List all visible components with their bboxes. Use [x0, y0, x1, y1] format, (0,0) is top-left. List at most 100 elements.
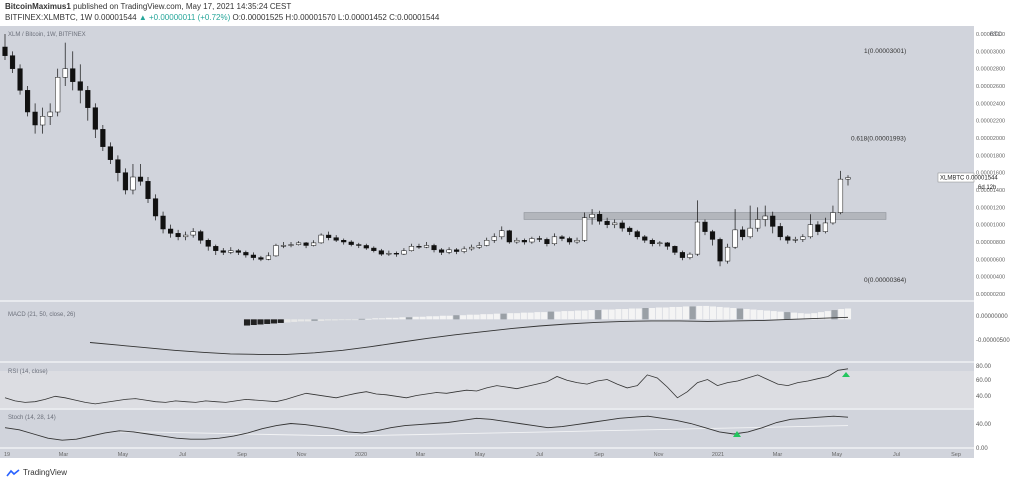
price-tick-label: 0.00001000 [976, 223, 1005, 229]
price-axis-background [974, 26, 1024, 458]
candle-body [551, 236, 558, 244]
macd-histogram-bar [453, 315, 460, 320]
candle-body [348, 241, 354, 245]
candle-body [386, 253, 392, 255]
candle-body [822, 222, 829, 232]
candle-body [634, 231, 640, 238]
macd-histogram-bar [736, 308, 743, 320]
tradingview-logo-icon [6, 469, 20, 477]
footer: TradingView [0, 458, 1024, 486]
candlestick-series [2, 34, 851, 267]
rsi-line [4, 368, 849, 405]
price-tick-label: 0.00000400 [976, 275, 1005, 281]
macd-histogram-bar [777, 311, 784, 320]
candle-body [333, 237, 339, 241]
fib-level-1-label: 1(0.00003001) [864, 48, 906, 55]
candle-body [2, 46, 8, 56]
candle-body [122, 172, 129, 191]
macd-histogram-bar [608, 309, 615, 320]
symbol-line: BITFINEX:XLMBTC, 1W 0.00001544 ▲ +0.0000… [5, 13, 439, 22]
macd-histogram-bar [682, 306, 689, 320]
author-name[interactable]: BitcoinMaximus1 [5, 2, 71, 11]
candle-body [288, 244, 294, 246]
candle-body [619, 222, 625, 229]
macd-label: MACD (21, 50, close, 26) [8, 312, 75, 318]
price-tick-label: 0.00002200 [976, 119, 1005, 125]
time-tick-label: 2020 [355, 452, 367, 458]
macd-histogram-bar [297, 319, 305, 322]
candle-body [514, 240, 520, 243]
candle-body [17, 68, 23, 91]
macd-histogram-bar [304, 319, 311, 322]
candle-body [559, 236, 565, 239]
candle-body [341, 240, 347, 243]
candle-body [273, 245, 279, 257]
candle-body [55, 77, 61, 113]
candle-body [62, 68, 68, 78]
macd-histogram-bar [642, 308, 649, 320]
candle-body [642, 236, 648, 241]
candle-body [476, 245, 482, 248]
chart-header: BitcoinMaximus1 published on TradingView… [0, 0, 1024, 26]
symbol-info: BITFINEX:XLMBTC, 1W [5, 13, 93, 22]
macd-histogram-bar [696, 305, 703, 320]
candle-body [371, 247, 377, 251]
candle-body [265, 255, 272, 260]
candle-body [732, 229, 738, 248]
candle-body [762, 215, 768, 220]
candle-body [521, 240, 527, 243]
candle-body [679, 252, 685, 258]
candle-body [107, 146, 113, 160]
candle-body [213, 246, 219, 251]
candle-body [491, 236, 497, 241]
macd-histogram-bar [379, 318, 386, 320]
macd-histogram-bar [439, 315, 446, 320]
macd-histogram-bar [811, 313, 818, 320]
chart-svg[interactable]: XLM / Bitcoin, 1W, BITFINEX BTC 1(0.0000… [0, 26, 1024, 458]
candle-body [469, 246, 475, 250]
candle-body [401, 250, 407, 255]
candle-body [702, 221, 708, 232]
candle-body [807, 224, 813, 238]
candle-body [694, 221, 701, 255]
macd-histogram-bar [480, 314, 487, 320]
macd-histogram-bar [473, 314, 480, 320]
macd-histogram-bar [790, 312, 798, 320]
candle-body [326, 234, 332, 238]
time-tick-label: May [832, 452, 843, 458]
candle-body [755, 219, 761, 229]
tradingview-logo[interactable]: TradingView [6, 468, 67, 477]
candle-body [845, 177, 851, 180]
macd-histogram-bar [541, 312, 548, 320]
candle-body [664, 242, 670, 247]
macd-histogram-bar [723, 307, 730, 320]
rsi-signal-arrow [842, 372, 850, 377]
macd-histogram-bar [534, 312, 541, 320]
macd-histogram [243, 305, 852, 326]
macd-histogram-bar [568, 311, 575, 320]
chart-area[interactable]: XLM / Bitcoin, 1W, BITFINEX BTC 1(0.0000… [0, 26, 1024, 458]
macd-histogram-bar [662, 307, 669, 320]
candle-body [747, 227, 753, 238]
macd-histogram-bar [520, 312, 527, 320]
time-tick-label: Mar [59, 452, 69, 458]
candle-body [137, 176, 144, 182]
time-tick-label: Sep [594, 452, 604, 458]
macd-histogram-bar [817, 312, 825, 320]
price-unit-label: BTC [990, 32, 1003, 38]
time-tick-label: Sep [237, 452, 247, 458]
candle-body [303, 242, 309, 246]
time-tick-label: Jul [536, 452, 543, 458]
candle-countdown: 6d 12h [978, 185, 996, 191]
candle-body [566, 238, 573, 243]
candle-body [416, 246, 422, 248]
macd-histogram-bar [649, 308, 656, 320]
macd-histogram-bar [372, 318, 379, 320]
stoch-signal-arrow [733, 431, 741, 437]
macd-line [89, 316, 849, 355]
candle-body [220, 250, 226, 253]
time-tick-label: May [475, 452, 486, 458]
price-tick-label: 0.00002600 [976, 84, 1005, 90]
macd-histogram-bar [277, 319, 284, 323]
candle-body [183, 234, 189, 238]
